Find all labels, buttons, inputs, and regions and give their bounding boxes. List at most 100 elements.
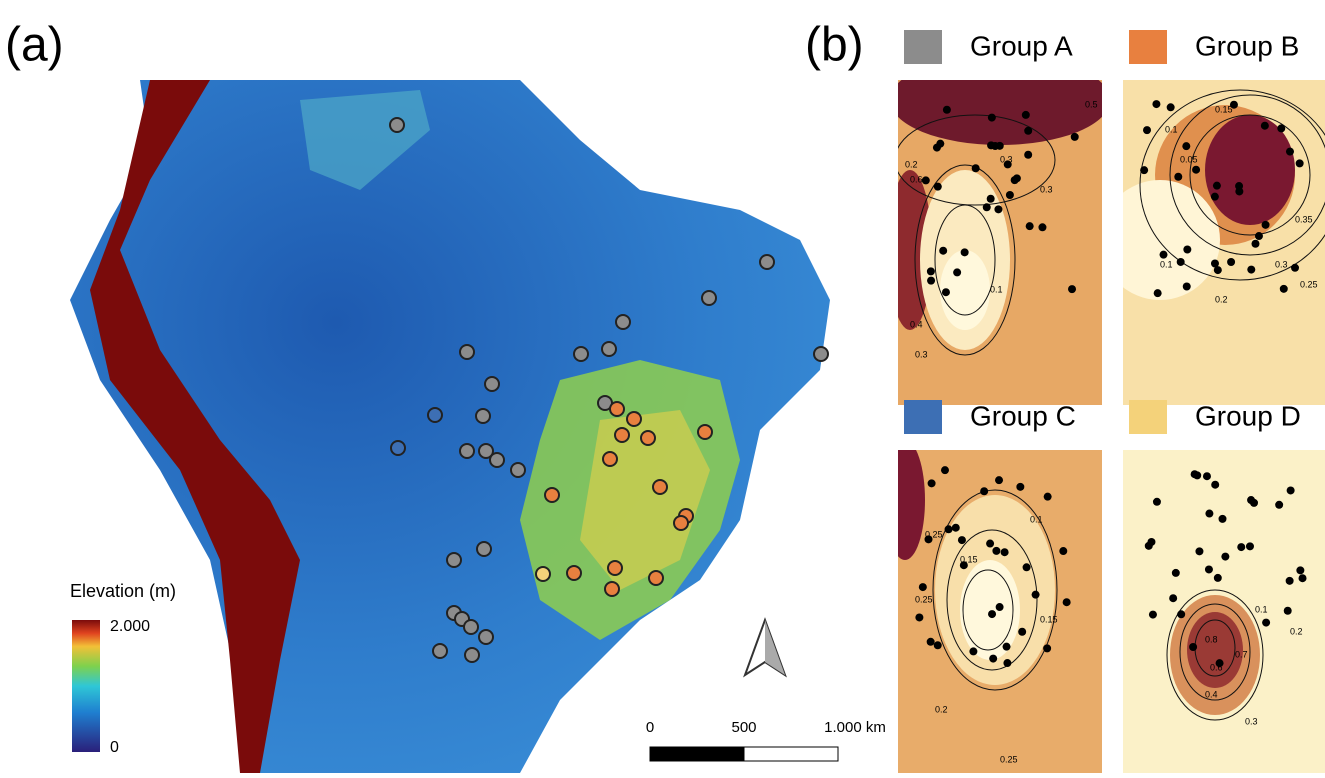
sample-dot (1063, 598, 1071, 606)
site (477, 542, 491, 556)
sample-dot (1280, 285, 1288, 293)
legend-title: Elevation (m) (70, 581, 176, 601)
contour-label: 0.1 (1160, 259, 1173, 269)
sample-dot (1286, 148, 1294, 156)
sample-dot (941, 466, 949, 474)
sample-dot (1145, 542, 1153, 550)
panels: 0.30.50.30.10.40.30.60.2Group A0.10.150.… (885, 30, 1325, 773)
contour-label: 0.2 (1290, 626, 1303, 636)
contour-label: 0.2 (905, 159, 918, 169)
sample-dot (1143, 126, 1151, 134)
site (536, 567, 550, 581)
sample-dot (1071, 133, 1079, 141)
sample-dot (972, 164, 980, 172)
sample-dot (1261, 122, 1269, 130)
contour-label: 0.15 (1215, 104, 1233, 114)
sample-dot (1284, 607, 1292, 615)
sample-dot (1275, 501, 1283, 509)
group-label: Group B (1195, 30, 1299, 61)
contour-label: 0.3 (1000, 154, 1013, 164)
site (391, 441, 405, 455)
sample-dot (1013, 174, 1021, 182)
sample-dot (1205, 510, 1213, 518)
sample-dot (934, 183, 942, 191)
north-arrow (765, 620, 785, 675)
sample-dot (1006, 191, 1014, 199)
sample-dot (1296, 159, 1304, 167)
sample-dot (1277, 124, 1285, 132)
sample-dot (1213, 182, 1221, 190)
site (428, 408, 442, 422)
sample-dot (1177, 258, 1185, 266)
sample-dot (1059, 547, 1067, 555)
sample-dot (1003, 643, 1011, 651)
legend-swatch (1129, 400, 1167, 434)
contour-label: 0.3 (1275, 259, 1288, 269)
sample-dot (989, 655, 997, 663)
sample-dot (1205, 565, 1213, 573)
sample-dot (1023, 563, 1031, 571)
site (485, 377, 499, 391)
site (615, 428, 629, 442)
site (760, 255, 774, 269)
legend-bar (72, 620, 100, 752)
contour-panel: 0.10.20.80.60.40.30.7 (1123, 450, 1325, 773)
scale-bar (650, 747, 744, 761)
sample-dot (1296, 566, 1304, 574)
sample-dot (986, 540, 994, 548)
scale-label: 0 (646, 719, 654, 736)
sample-dot (915, 613, 923, 621)
sample-dot (980, 487, 988, 495)
site (653, 480, 667, 494)
site (476, 409, 490, 423)
sample-dot (953, 268, 961, 276)
sample-dot (992, 547, 1000, 555)
sample-dot (1044, 493, 1052, 501)
sample-dot (969, 647, 977, 655)
group-label: Group C (970, 400, 1076, 431)
contour-label: 0.8 (1205, 634, 1218, 644)
sample-dot (1174, 173, 1182, 181)
sample-dot (1022, 111, 1030, 119)
sample-dot (1177, 610, 1185, 618)
sample-dot (1068, 285, 1076, 293)
sample-dot (1235, 187, 1243, 195)
sample-dot (1246, 542, 1254, 550)
sample-dot (988, 610, 996, 618)
sample-dot (1255, 232, 1263, 240)
sample-dot (1024, 151, 1032, 159)
sample-dot (943, 106, 951, 114)
site (814, 347, 828, 361)
contour-label: 0.4 (1205, 689, 1218, 699)
contour-label: 0.6 (910, 174, 923, 184)
sample-dot (961, 248, 969, 256)
sample-dot (1169, 594, 1177, 602)
sample-dot (1211, 193, 1219, 201)
surface (885, 440, 925, 560)
contour-label: 0.25 (1000, 754, 1018, 764)
contour-label: 0.5 (1085, 99, 1098, 109)
sample-dot (1024, 127, 1032, 135)
contour-label: 0.2 (1215, 294, 1228, 304)
contour-label: 0.15 (1040, 614, 1058, 624)
site (490, 453, 504, 467)
sample-dot (1182, 142, 1190, 150)
legend-label: 0 (110, 739, 119, 756)
sample-dot (927, 638, 935, 646)
sample-dot (934, 641, 942, 649)
site (698, 425, 712, 439)
sample-dot (1286, 577, 1294, 585)
sample-dot (922, 176, 930, 184)
sample-dot (1287, 486, 1295, 494)
sample-dot (988, 114, 996, 122)
scale-label: 1.000 km (824, 719, 886, 736)
sample-dot (1149, 611, 1157, 619)
site (447, 553, 461, 567)
sample-dot (919, 583, 927, 591)
contour-label: 0.3 (915, 349, 928, 359)
sample-dot (1192, 166, 1200, 174)
sample-dot (1193, 471, 1201, 479)
sample-dot (1160, 251, 1168, 259)
site (702, 291, 716, 305)
sample-dot (1203, 472, 1211, 480)
